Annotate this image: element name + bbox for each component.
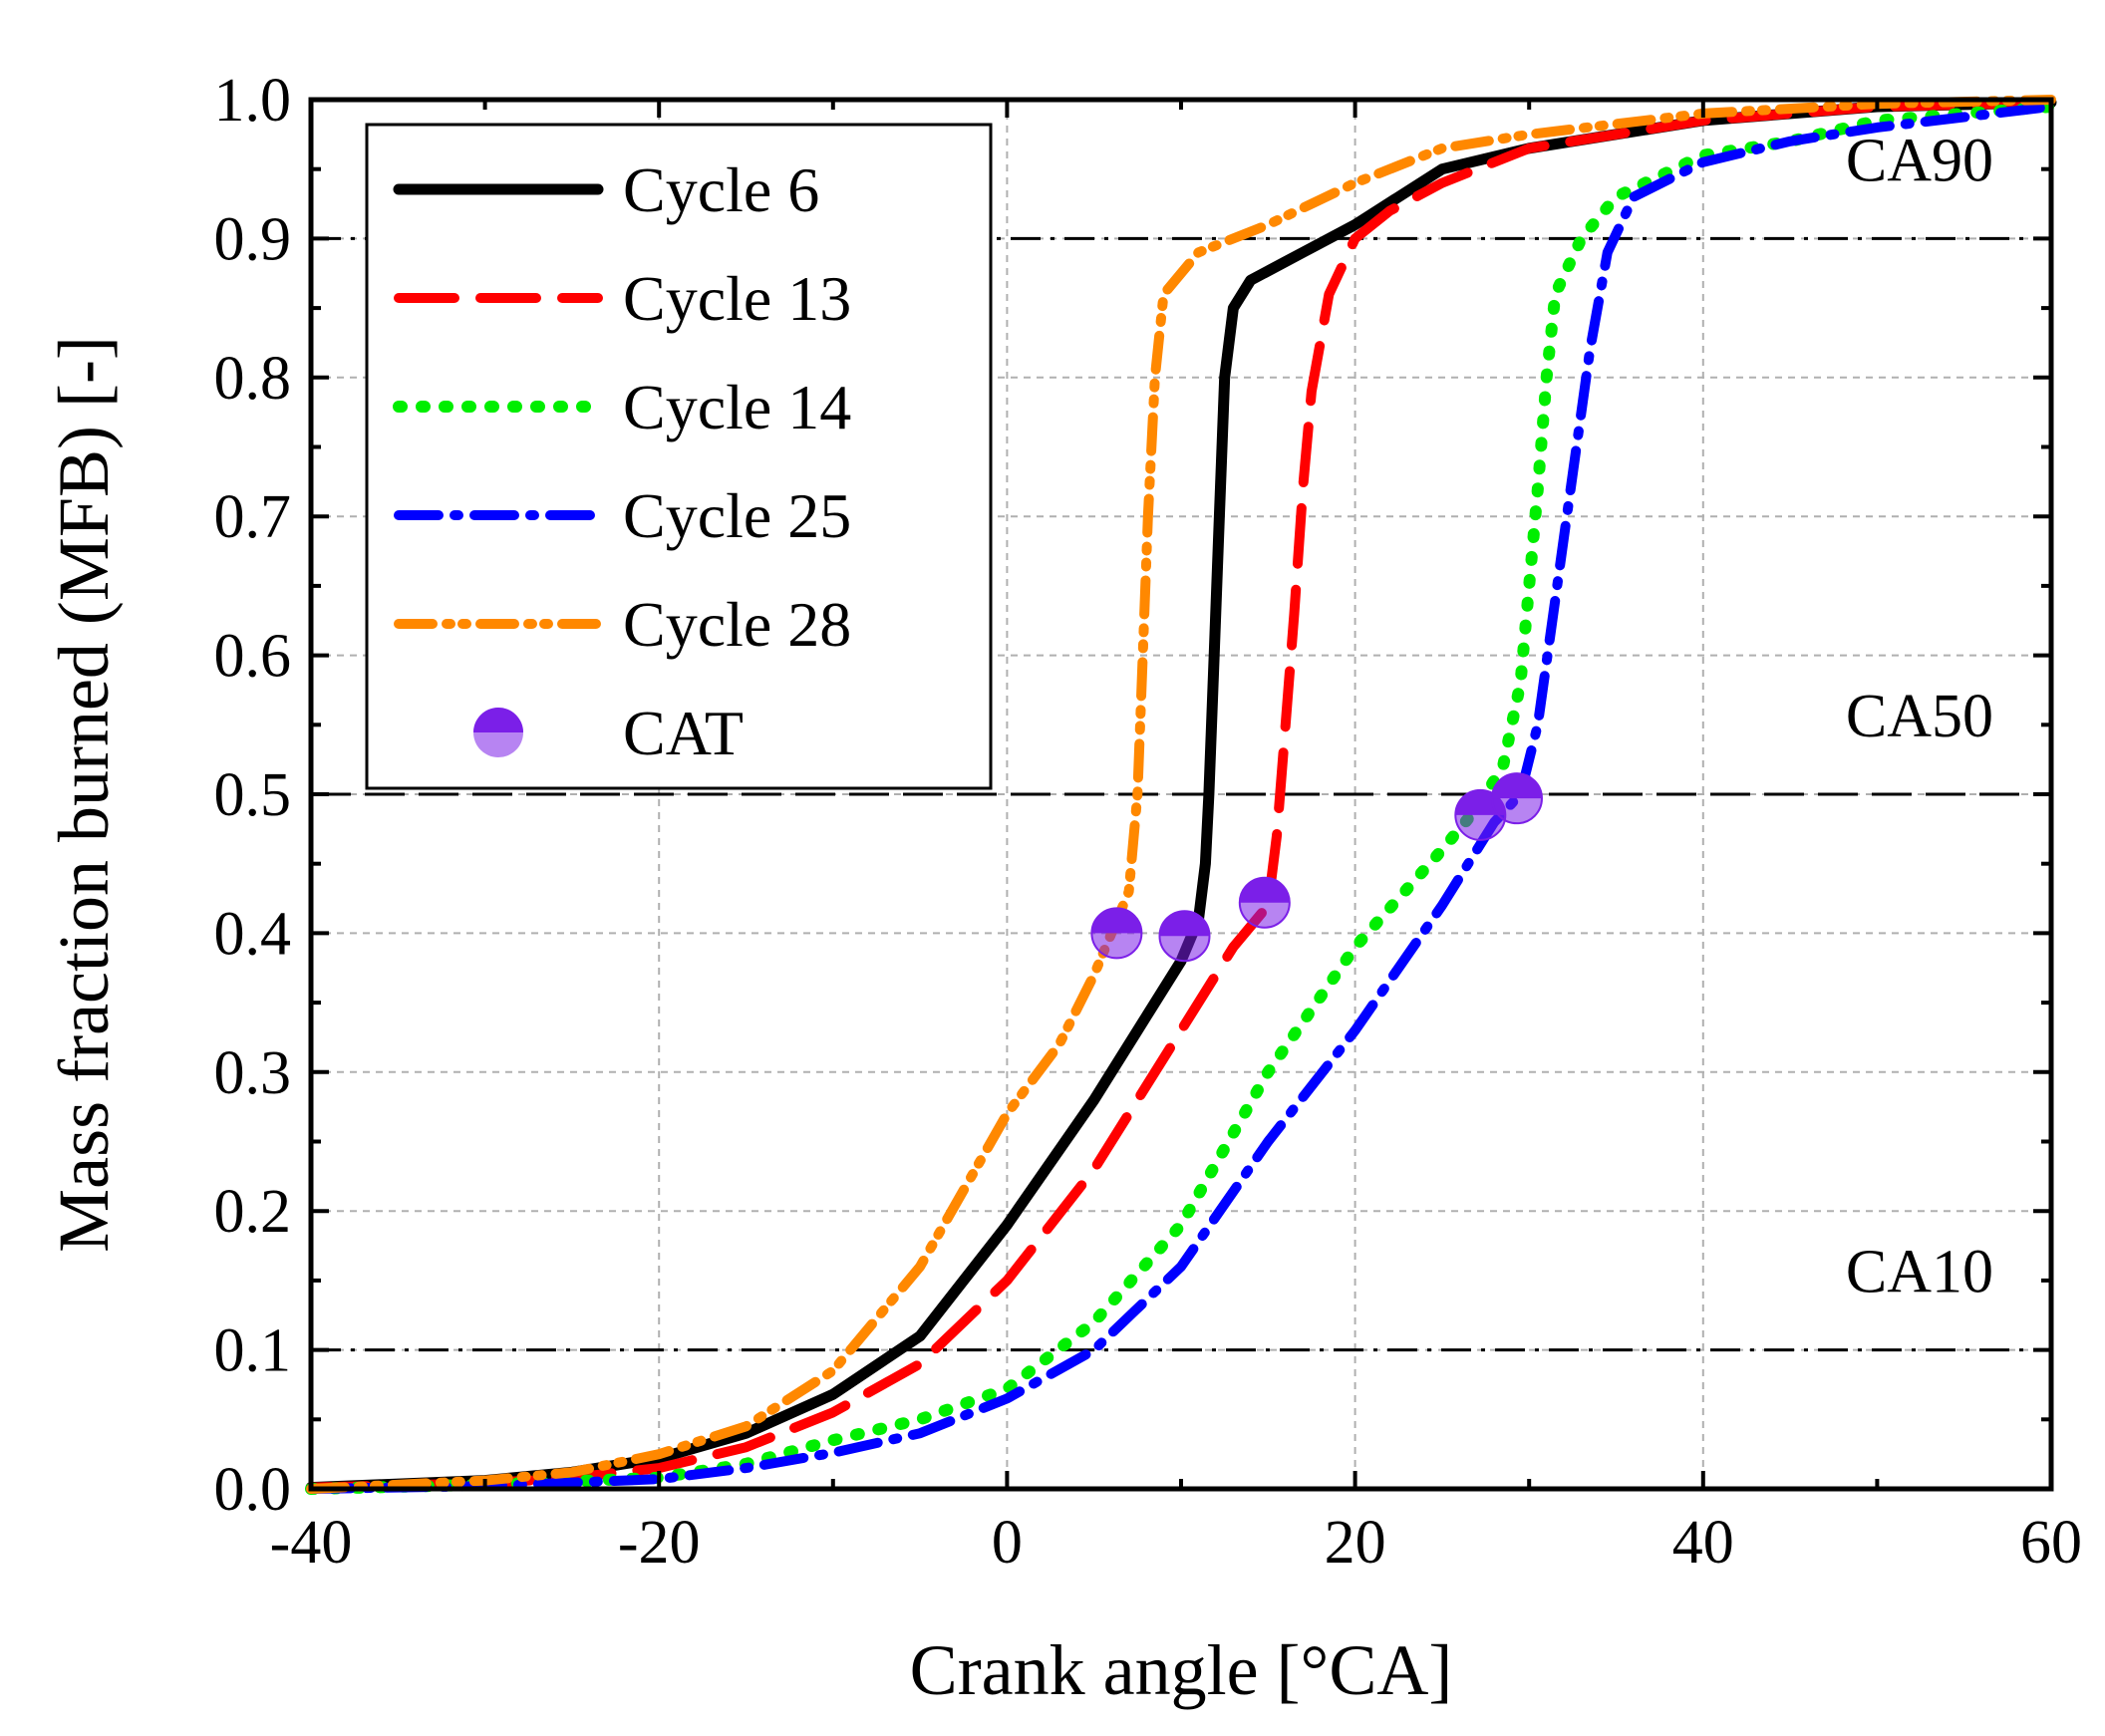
- y-tick-label: 0.9: [214, 205, 292, 273]
- series-line-cycle-6: [305, 97, 2057, 1494]
- series-line-cycle-13: [306, 97, 2056, 1493]
- y-tick-label: 0.4: [214, 900, 292, 968]
- legend-label: Cycle 14: [623, 372, 851, 442]
- x-tick-label: 40: [1672, 1509, 1734, 1577]
- legend-box: [365, 123, 993, 790]
- y-tick-label: 0.6: [214, 623, 292, 691]
- legend-marker-cat-top: [473, 708, 523, 732]
- cat-marker-top-half: [1491, 773, 1542, 799]
- legend-label: Cycle 13: [623, 263, 851, 334]
- y-tick-label: 0.5: [214, 761, 292, 829]
- y-tick-label: 0.8: [214, 345, 292, 413]
- y-tick-label: 0.7: [214, 483, 292, 551]
- cat-markers: [1090, 772, 1543, 963]
- y-tick-label: 0.0: [214, 1456, 292, 1524]
- y-axis-title: Mass fraction burned (MFB) [-]: [44, 336, 124, 1253]
- cat-marker-top-half: [1239, 877, 1290, 903]
- reference-label-ca50: CA50: [1846, 683, 1993, 750]
- series-line-cycle-28: [306, 95, 2056, 1494]
- x-tick-label: -20: [618, 1509, 701, 1577]
- legend-label: Cycle 6: [623, 154, 819, 225]
- y-tick-label: 0.2: [214, 1178, 292, 1246]
- x-axis-title: Crank angle [°CA]: [910, 1630, 1453, 1710]
- x-tick-label: 20: [1325, 1509, 1386, 1577]
- y-tick-label: 0.3: [214, 1039, 292, 1107]
- y-tick-label: 0.1: [214, 1317, 292, 1385]
- legend-label: Cycle 28: [623, 589, 851, 660]
- cat-marker-top-half: [1159, 911, 1210, 937]
- x-tick-label: 0: [992, 1509, 1023, 1577]
- cat-marker-top-half: [1091, 908, 1142, 934]
- legend: Cycle 6 Cycle 13 Cycle 14 Cycle 25 Cycle 28 C…: [365, 123, 993, 790]
- x-tick-label: 60: [2020, 1509, 2082, 1577]
- legend-label: Cycle 25: [623, 480, 851, 551]
- reference-label-ca90: CA90: [1846, 127, 1993, 194]
- axis-ticks: -40 -20 0 20 40 60 0.0 0.1 0.2 0.3 0.4 0.5 0.6 0.7 0.8…: [214, 67, 2083, 1577]
- y-tick-label: 1.0: [214, 67, 292, 135]
- series-line-cycle-25: [306, 102, 2056, 1494]
- reference-label-ca10: CA10: [1846, 1239, 1993, 1306]
- x-tick-label: -40: [270, 1509, 353, 1577]
- legend-label: CAT: [623, 698, 744, 768]
